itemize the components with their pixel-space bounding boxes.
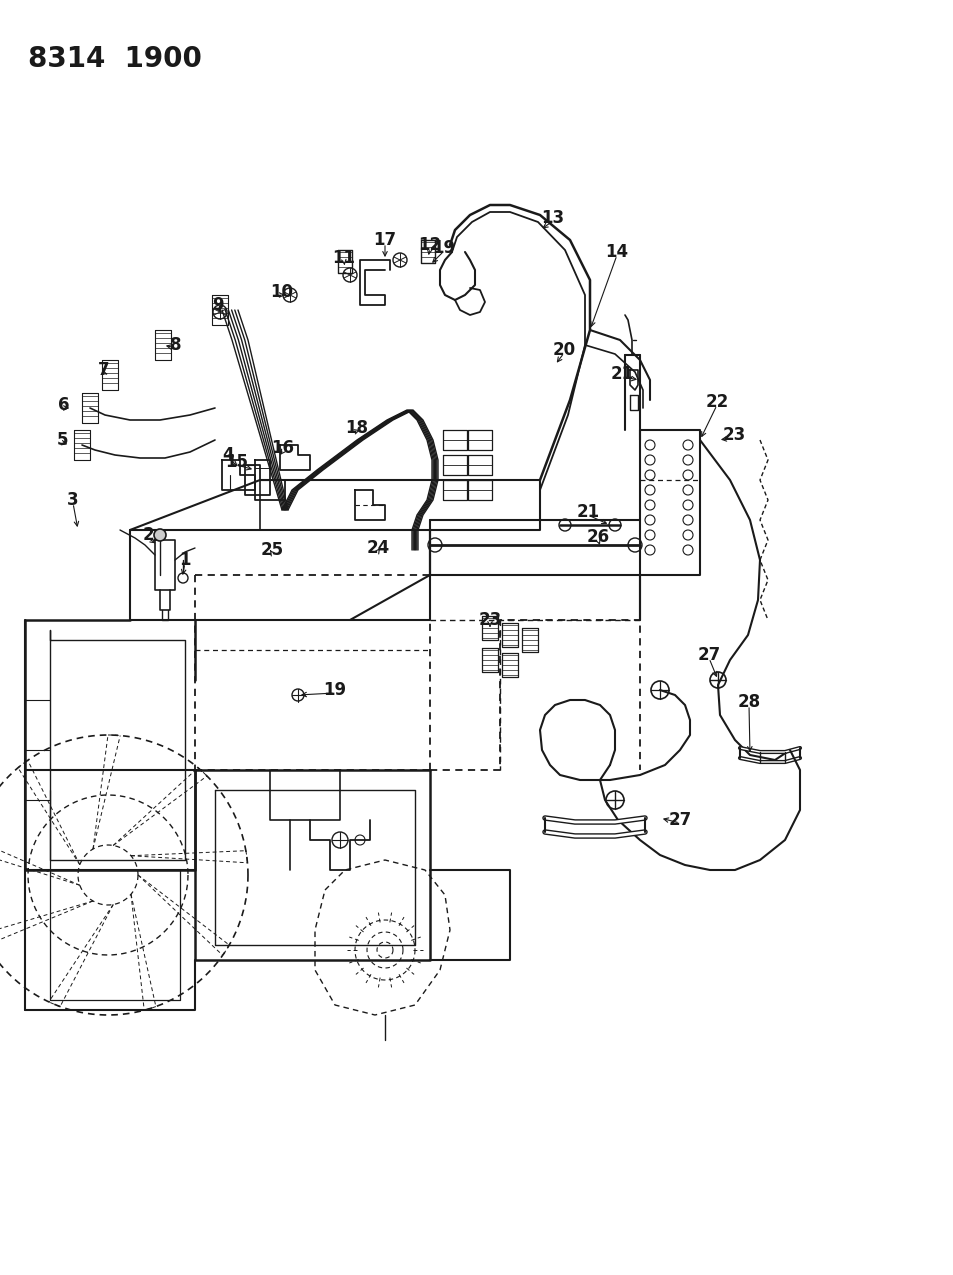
Text: 26: 26 bbox=[586, 528, 609, 546]
Text: 8: 8 bbox=[170, 337, 182, 354]
Text: 7: 7 bbox=[98, 361, 110, 379]
Text: 23: 23 bbox=[477, 611, 501, 629]
Text: 10: 10 bbox=[271, 283, 294, 301]
Text: 23: 23 bbox=[721, 426, 745, 444]
Text: 13: 13 bbox=[541, 209, 564, 227]
Text: 11: 11 bbox=[333, 249, 355, 266]
Text: 21: 21 bbox=[610, 365, 633, 382]
Text: 25: 25 bbox=[260, 541, 283, 558]
Text: 27: 27 bbox=[668, 811, 691, 829]
Text: 9: 9 bbox=[212, 296, 224, 314]
Text: 6: 6 bbox=[58, 397, 70, 414]
Text: 19: 19 bbox=[323, 681, 346, 699]
Text: 5: 5 bbox=[57, 431, 69, 449]
Text: 27: 27 bbox=[697, 646, 720, 664]
Text: 2: 2 bbox=[142, 527, 153, 544]
Text: 18: 18 bbox=[345, 419, 368, 437]
Text: 16: 16 bbox=[272, 439, 294, 456]
Text: 21: 21 bbox=[576, 504, 598, 521]
Text: 8314  1900: 8314 1900 bbox=[28, 45, 202, 73]
Text: 15: 15 bbox=[225, 453, 248, 470]
Text: 17: 17 bbox=[373, 231, 396, 249]
Text: 19: 19 bbox=[432, 238, 456, 258]
Text: 12: 12 bbox=[418, 236, 441, 254]
Text: 24: 24 bbox=[366, 539, 389, 557]
Text: 14: 14 bbox=[605, 244, 628, 261]
Text: 28: 28 bbox=[737, 694, 760, 711]
Text: 22: 22 bbox=[704, 393, 728, 411]
Text: 3: 3 bbox=[67, 491, 79, 509]
Text: 4: 4 bbox=[222, 446, 233, 464]
Text: 20: 20 bbox=[552, 340, 575, 360]
Circle shape bbox=[153, 529, 166, 541]
Text: 1: 1 bbox=[179, 551, 191, 569]
